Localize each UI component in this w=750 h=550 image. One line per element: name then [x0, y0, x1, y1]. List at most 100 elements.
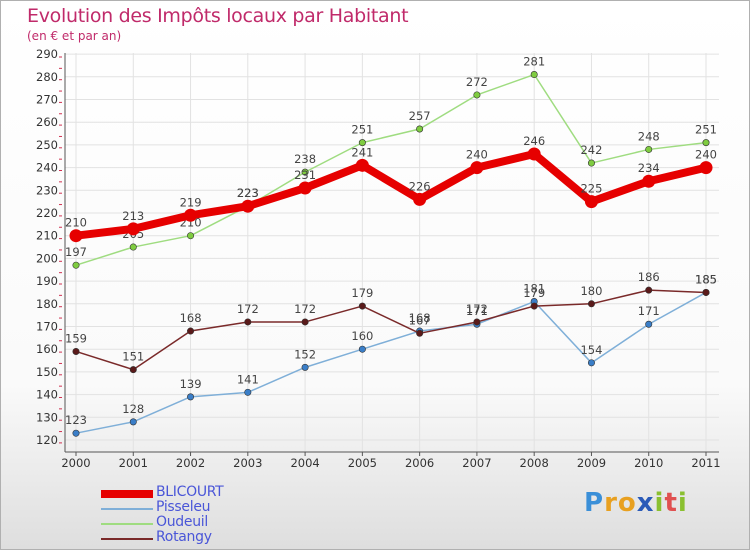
- data-point: [358, 302, 366, 310]
- data-label: 139: [180, 377, 202, 391]
- data-label: 219: [180, 195, 202, 209]
- data-point: [645, 145, 653, 153]
- data-point: [301, 168, 309, 176]
- legend-swatch: [101, 490, 153, 498]
- y-tick-label: 160: [36, 342, 58, 356]
- x-tick-label: 2003: [233, 456, 262, 470]
- data-label: 171: [466, 304, 488, 318]
- legend-label: Pisseleu: [156, 499, 211, 515]
- data-label: 128: [122, 402, 144, 416]
- series-pisseleu: 123 128 139 141 152 160 168 171 181 154 171 185: [65, 272, 717, 437]
- data-label: 272: [466, 75, 488, 89]
- data-label: 172: [237, 302, 259, 316]
- x-tick-label: 2001: [119, 456, 148, 470]
- y-tick-label: 190: [36, 274, 58, 288]
- data-point: [129, 418, 137, 426]
- grid: [65, 53, 719, 452]
- data-point: [587, 300, 595, 308]
- data-point: [530, 302, 538, 310]
- chart-subtitle: (en € et par an): [27, 29, 122, 43]
- legend-item-rotangy: Rotangy: [101, 529, 301, 546]
- legend-swatch: [101, 508, 153, 510]
- data-point: [301, 318, 309, 326]
- data-label: 181: [523, 282, 545, 296]
- x-tick-label: 2000: [61, 456, 90, 470]
- data-point: [301, 363, 309, 371]
- data-label: 197: [65, 245, 87, 259]
- data-label: 123: [65, 413, 87, 427]
- data-label: 210: [65, 216, 87, 230]
- y-tick-label: 260: [36, 115, 58, 129]
- data-label: 213: [122, 209, 144, 223]
- data-point: [645, 286, 653, 294]
- data-point: [527, 147, 541, 161]
- data-point: [244, 318, 252, 326]
- y-tick-label: 200: [36, 251, 58, 265]
- x-tick-label: 2004: [290, 456, 319, 470]
- y-tick-label: 240: [36, 161, 58, 175]
- data-point: [530, 71, 538, 79]
- data-point: [473, 91, 481, 99]
- data-label: 225: [580, 182, 602, 196]
- data-label: 172: [466, 302, 488, 316]
- data-point: [241, 199, 255, 213]
- legend-label: BLICOURT: [156, 484, 224, 500]
- data-label: 251: [351, 123, 373, 137]
- logo-letter: i: [654, 488, 665, 518]
- data-point: [187, 327, 195, 335]
- y-tick-label: 130: [36, 410, 58, 424]
- y-tick-label: 270: [36, 93, 58, 107]
- legend-swatch: [101, 523, 153, 525]
- data-point: [184, 208, 198, 222]
- data-point: [358, 139, 366, 147]
- chart-title: Evolution des Impôts locaux par Habitant: [27, 5, 409, 27]
- legend-item-oudeuil: Oudeuil: [101, 515, 301, 531]
- series-line: [75, 73, 707, 266]
- series-line: [75, 289, 707, 371]
- logo-letter: r: [604, 488, 618, 518]
- data-point: [72, 347, 80, 355]
- y-tick-label: 180: [36, 297, 58, 311]
- data-point: [587, 359, 595, 367]
- logo-letter: i: [677, 488, 688, 518]
- y-tick-label: 220: [36, 206, 58, 220]
- data-label: 186: [638, 270, 660, 284]
- series-line: [72, 149, 710, 240]
- data-label: 185: [695, 272, 717, 286]
- proxiti-logo: Proxiti: [584, 488, 688, 518]
- data-label: 159: [65, 331, 87, 345]
- data-point: [126, 222, 140, 236]
- data-label: 223: [237, 186, 259, 200]
- y-tick-label: 280: [36, 70, 58, 84]
- data-point: [587, 159, 595, 167]
- series-rotangy: 159 151 168 172 172 179 167 172 179 180 186 185: [65, 270, 717, 374]
- legend: BLICOURT Pisseleu Oudeuil Rotangy: [101, 484, 301, 546]
- logo-letter: P: [584, 488, 605, 518]
- data-point: [702, 288, 710, 296]
- data-label: 168: [409, 311, 431, 325]
- data-point: [358, 345, 366, 353]
- data-label: 226: [409, 179, 431, 193]
- y-tick-label: 150: [36, 365, 58, 379]
- x-tick-label: 2010: [634, 456, 663, 470]
- y-tick-label: 250: [36, 138, 58, 152]
- data-point: [470, 161, 484, 175]
- data-label: 248: [638, 129, 660, 143]
- logo-letter: o: [617, 488, 637, 518]
- y-tick-label: 140: [36, 388, 58, 402]
- data-point: [699, 161, 713, 175]
- y-tick-label: 290: [36, 47, 58, 61]
- data-point: [416, 125, 424, 133]
- data-point: [416, 329, 424, 337]
- data-label: 168: [180, 311, 202, 325]
- data-point: [69, 229, 83, 243]
- y-tick-label: 120: [36, 433, 58, 447]
- data-label: 241: [351, 145, 373, 159]
- logo-letter: x: [636, 488, 655, 518]
- x-tick-label: 2008: [520, 456, 549, 470]
- series-line: [75, 291, 707, 434]
- legend-label: Rotangy: [156, 529, 212, 545]
- data-point: [298, 181, 312, 195]
